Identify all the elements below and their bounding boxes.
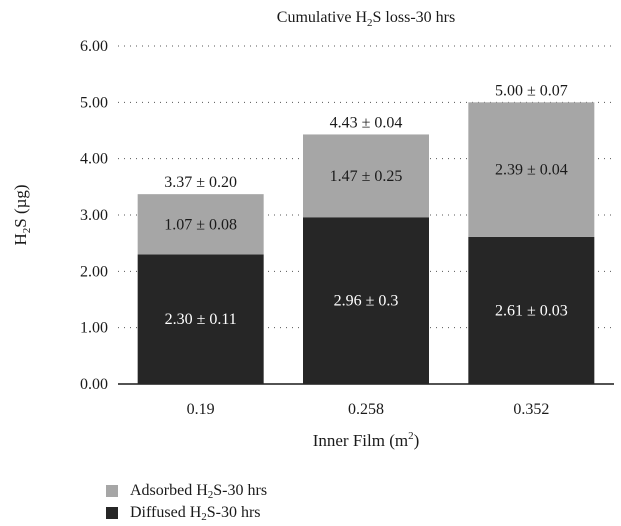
data-label-diffused: 2.96 ± 0.3 xyxy=(334,293,399,310)
data-label-diffused: 2.61 ± 0.03 xyxy=(495,302,568,319)
chart-title-seg: Cumulative xyxy=(277,9,356,26)
y-tick-label: 0.00 xyxy=(80,376,108,393)
x-tick-label: 0.258 xyxy=(348,401,384,418)
x-tick-label: 0.19 xyxy=(187,401,215,418)
bar-diffused xyxy=(137,254,264,384)
y-tick-label: 5.00 xyxy=(80,94,108,111)
chart-title-sub: 2 xyxy=(367,17,373,29)
x-tick-label: 0.352 xyxy=(513,401,549,418)
x-axis-label: Inner Film (m2) xyxy=(313,430,420,450)
bar-adsorbed xyxy=(137,194,264,255)
x-axis-label-end: ) xyxy=(414,431,420,450)
bar-adsorbed xyxy=(303,134,429,218)
data-label-adsorbed: 1.07 ± 0.08 xyxy=(164,216,237,233)
y-axis-label-seg: S (µg) xyxy=(11,184,30,227)
bar-diffused xyxy=(303,217,429,384)
x-axis-label-sup: 2 xyxy=(408,430,414,442)
legend-swatch-diffused xyxy=(106,507,118,519)
y-axis-label-h: H xyxy=(11,233,30,245)
bar-adsorbed xyxy=(468,102,595,237)
chart-title: Cumulative H2S loss-30 hrs xyxy=(277,9,455,29)
legend-item-adsorbed: Adsorbed H2S-30 hrs xyxy=(106,480,267,502)
y-tick-label: 2.00 xyxy=(80,263,108,280)
y-axis-label-sub: 2 xyxy=(21,228,33,234)
bar-diffused xyxy=(468,236,595,384)
y-axis-label: H2S (µg) xyxy=(11,184,33,245)
data-label-diffused: 2.30 ± 0.11 xyxy=(165,311,237,328)
data-label-total: 5.00 ± 0.07 xyxy=(495,82,568,99)
legend-label-diffused: Diffused H2S-30 hrs xyxy=(130,504,261,523)
legend-swatch-adsorbed xyxy=(106,485,118,497)
y-tick-label: 1.00 xyxy=(80,320,108,337)
data-label-adsorbed: 1.47 ± 0.25 xyxy=(330,168,403,185)
data-label-adsorbed: 2.39 ± 0.04 xyxy=(495,162,568,179)
chart-title-seg: S loss-30 hrs xyxy=(373,9,456,26)
y-tick-label: 3.00 xyxy=(80,207,108,224)
legend-item-diffused: Diffused H2S-30 hrs xyxy=(106,502,267,524)
y-tick-label: 6.00 xyxy=(80,38,108,55)
data-label-total: 4.43 ± 0.04 xyxy=(330,114,403,131)
legend: Adsorbed H2S-30 hrs Diffused H2S-30 hrs xyxy=(106,480,267,524)
chart-title-h: H xyxy=(355,9,367,26)
legend-label-adsorbed: Adsorbed H2S-30 hrs xyxy=(130,482,268,501)
y-tick-label: 4.00 xyxy=(80,151,108,168)
data-label-total: 3.37 ± 0.20 xyxy=(164,174,237,191)
x-axis-label-main: Inner Film (m xyxy=(313,431,408,450)
